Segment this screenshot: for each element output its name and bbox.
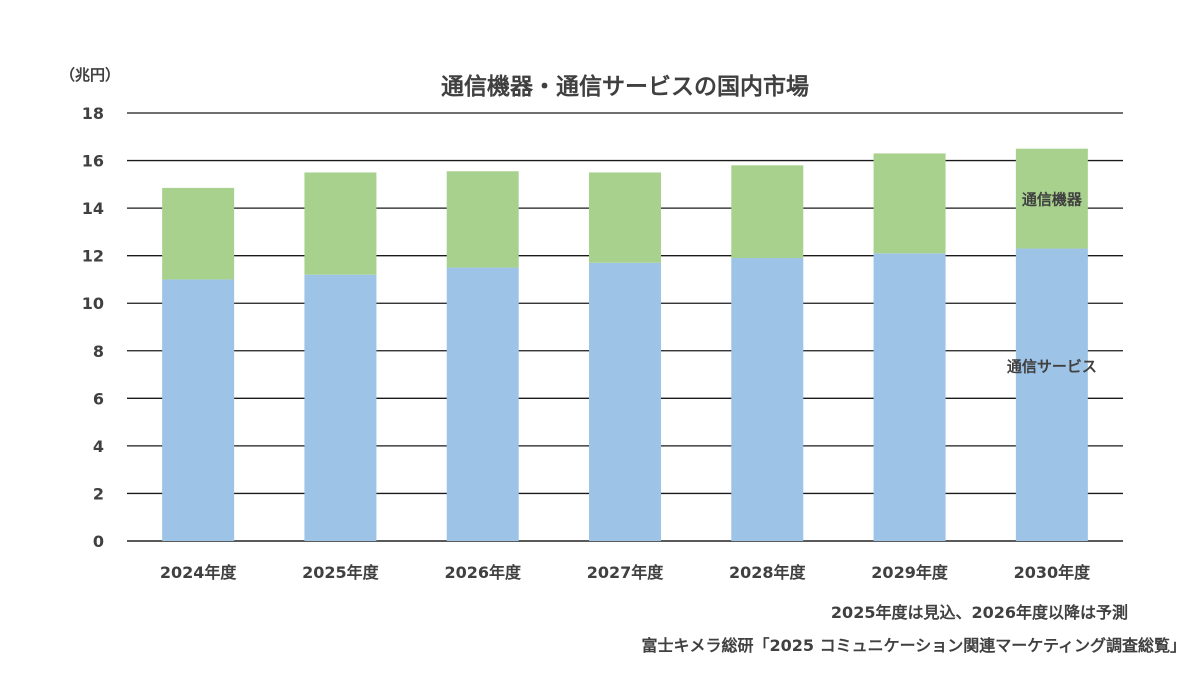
bar-segment [162,279,235,541]
x-tick-label: 2026年度 [444,563,522,582]
y-tick-label: 16 [82,152,104,171]
y-tick-label: 10 [82,294,104,313]
bar-segment [731,165,804,259]
x-tick-label: 2029年度 [871,563,949,582]
forecast-note: 2025年度は見込、2026年度以降は予測 [830,603,1128,622]
bars [162,148,1088,542]
y-tick-label: 0 [93,532,104,551]
x-tick-label: 2024年度 [160,563,238,582]
x-tick-label: 2030年度 [1014,563,1092,582]
bar-segment [446,171,519,268]
y-tick-label: 4 [93,437,104,456]
bar-segment [589,262,661,541]
bar-segment [1015,148,1088,249]
y-axis-ticks: 0 2 4 6 8 10 12 14 16 18 [82,104,104,551]
x-axis-ticks: 2024年度 2025年度 2026年度 2027年度 2028年度 2029年度 2030… [160,563,1091,582]
bar-segment [873,253,946,542]
y-tick-label: 6 [93,389,104,408]
y-tick-label: 2 [93,484,104,503]
x-tick-label: 2027年度 [587,563,665,582]
series-label-devices: 通信機器 [1022,191,1083,209]
bar-segment [731,258,804,541]
bar-segment [589,172,661,263]
chart-title: 通信機器・通信サービスの国内市場 [441,73,809,100]
bar-segment [873,153,946,254]
bar-segment [304,172,377,275]
bar-segment [162,187,235,280]
series-label-services: 通信サービス [1007,358,1097,376]
y-tick-label: 14 [82,199,104,218]
bar-segment [304,274,377,541]
y-tick-label: 18 [82,104,104,123]
y-axis-unit-label: （兆円） [60,66,120,84]
y-tick-label: 8 [93,342,104,361]
source-note: 富士キメラ総研「2025 コミュニケーション関連マーケティング調査総覧」 [641,636,1186,655]
bar-segment [1015,248,1088,542]
x-tick-label: 2025年度 [302,563,380,582]
x-tick-label: 2028年度 [729,563,807,582]
bar-segment [446,267,519,541]
y-tick-label: 12 [82,247,104,266]
